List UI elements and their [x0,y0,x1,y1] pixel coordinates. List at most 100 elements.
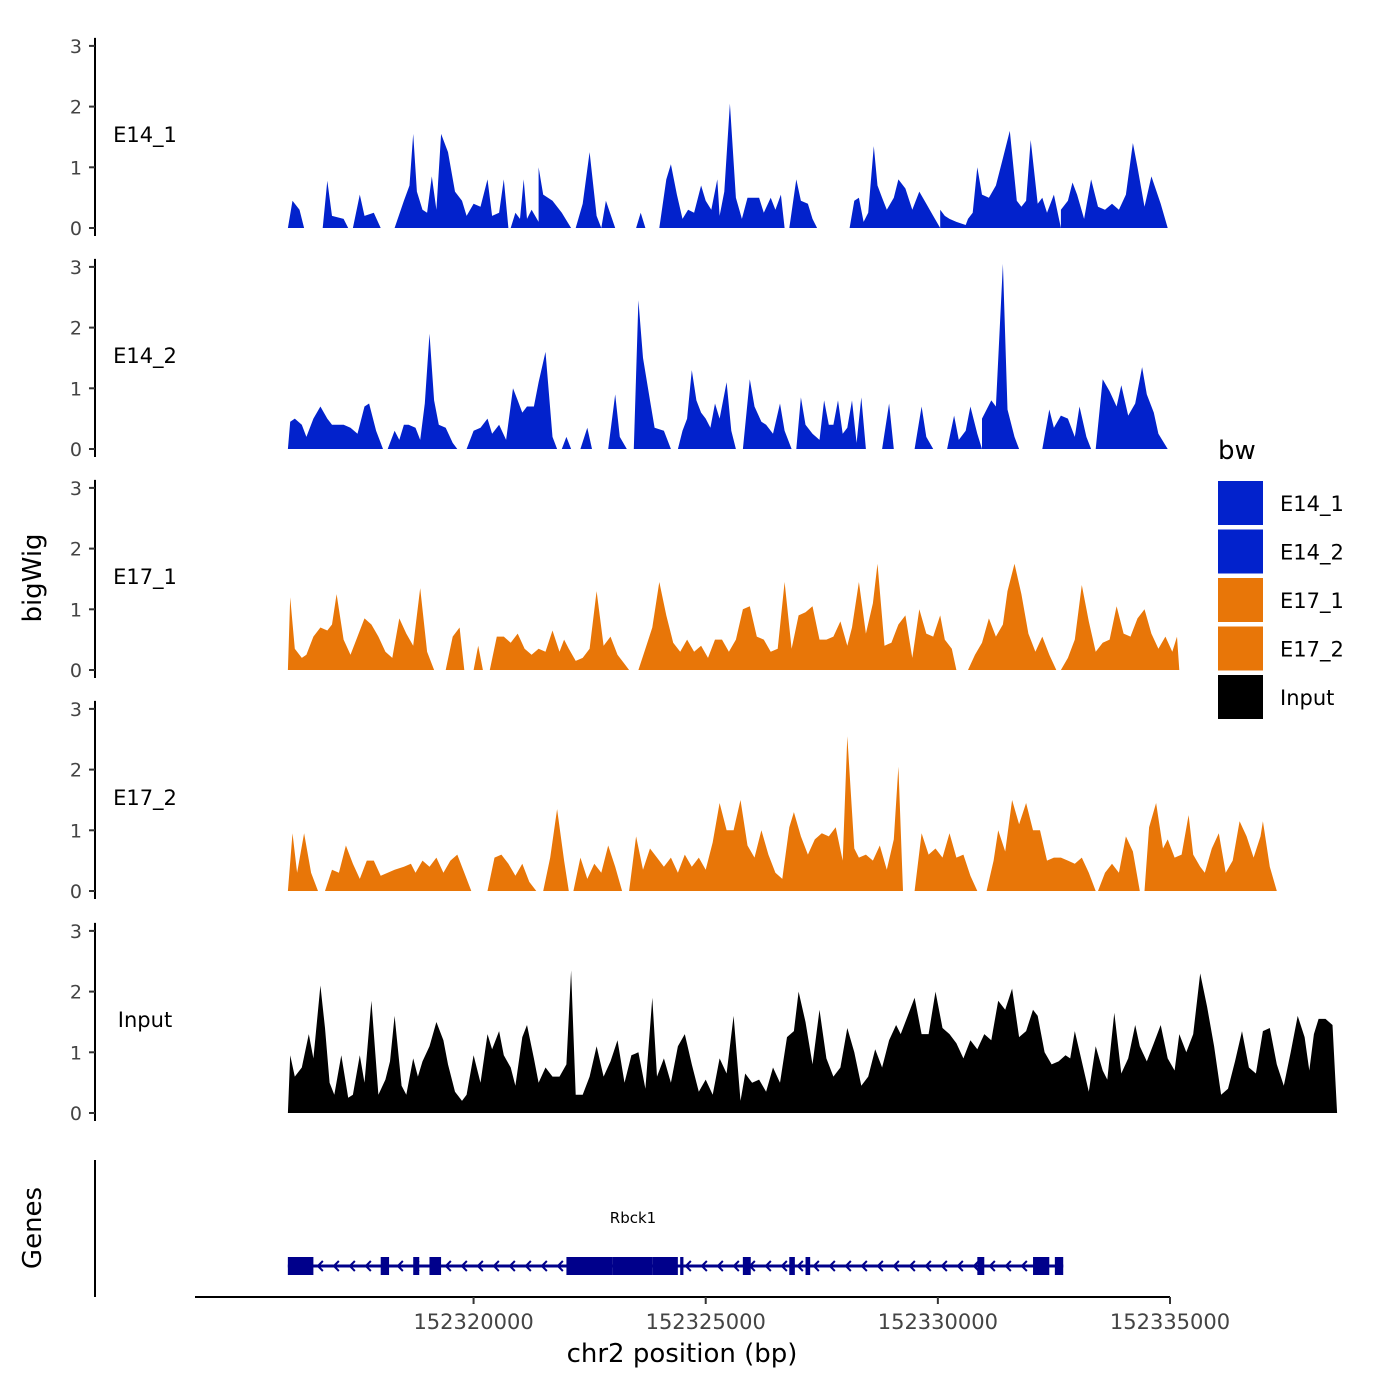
track-label-e17_1: E17_1 [113,565,177,590]
strand-arrow-icon [476,1260,484,1272]
legend: bw E14_1 E14_2 E17_1 E17_2 Input [1218,436,1344,719]
y-tick-label: 2 [70,760,82,782]
genes-panel-label: Genes [18,1187,48,1269]
coverage-area-input [287,970,1338,1113]
legend-swatch [1218,675,1263,719]
coverage-area-e14_2 [287,263,1168,449]
gene-exon [612,1257,653,1275]
legend-swatch [1218,529,1263,574]
y-tick-label: 2 [70,539,82,561]
legend-item-input: Input [1218,675,1334,719]
strand-arrow-icon [540,1260,548,1272]
track-panel-e14_2: 0 1 2 3 E14_2 [70,257,1168,461]
legend-item-e17_2: E17_2 [1218,626,1344,671]
track-label-input: Input [118,1008,172,1032]
y-tick-label: 0 [70,218,82,240]
gene-name-label: Rbck1 [610,1209,656,1227]
strand-arrow-icon [1020,1260,1028,1272]
strand-arrow-icon [348,1260,356,1272]
strand-arrow-icon [988,1260,996,1272]
strand-arrow-icon [556,1260,564,1272]
coverage-area-e17_1 [287,563,1180,670]
legend-swatch [1218,481,1263,525]
gene-exon [805,1257,811,1275]
strand-arrow-icon [908,1260,916,1272]
gene-exon [977,1257,985,1275]
legend-item-e14_2: E14_2 [1218,529,1344,574]
strand-arrow-icon [764,1260,772,1272]
y-tick-label: 0 [70,881,82,903]
strand-arrow-icon [684,1260,692,1272]
gene-exon [413,1257,420,1275]
legend-items: E14_1 E14_2 E17_1 E17_2 Input [1218,481,1344,719]
strand-arrow-icon [700,1260,708,1272]
strand-arrow-icon [844,1260,852,1272]
strand-arrow-icon [732,1260,740,1272]
strand-arrow-icon [524,1260,532,1272]
y-tick-label: 1 [70,157,82,179]
strand-arrow-icon [876,1260,884,1272]
legend-label: Input [1280,686,1334,710]
x-axis-ticks: 152320000 152325000 152330000 152335000 [413,1297,1230,1334]
y-tick-label: 0 [70,439,82,461]
y-tick-label: 1 [70,378,82,400]
gene-exon [742,1257,751,1275]
strand-arrow-icon [508,1260,516,1272]
y-tick-label: 3 [70,478,82,500]
strand-arrow-icon [796,1260,804,1272]
y-tick-label: 3 [70,257,82,279]
coverage-area-e17_2 [287,736,1277,891]
x-tick-label: 152325000 [646,1310,766,1334]
y-tick-label: 0 [70,660,82,682]
track-label-e14_1: E14_1 [113,123,177,148]
gene-model-rbck1[interactable] [287,1257,1064,1275]
y-tick-label: 3 [70,921,82,943]
legend-label: E17_2 [1280,638,1344,663]
strand-arrow-icon [812,1260,820,1272]
x-axis-title: chr2 position (bp) [567,1339,798,1369]
strand-arrow-icon [396,1260,404,1272]
gene-exon [380,1257,390,1275]
strand-arrow-icon [460,1260,468,1272]
gene-exon [1054,1257,1064,1275]
strand-arrow-icon [860,1260,868,1272]
track-panel-e17_1: 0 1 2 3 E17_1 [70,478,1180,682]
x-tick-label: 152330000 [878,1310,998,1334]
y-tick-label: 1 [70,820,82,842]
strand-arrow-icon [780,1260,788,1272]
gene-exon [680,1257,684,1275]
gene-exon [287,1257,314,1275]
gene-exon [566,1257,613,1275]
legend-item-e14_1: E14_1 [1218,481,1344,525]
legend-swatch [1218,626,1263,671]
y-tick-label: 1 [70,599,82,621]
gene-exon [429,1257,442,1275]
track-panel-input: 0 1 2 3 Input [70,921,1338,1125]
y-axis-title: bigWig [18,533,48,622]
genes-panel: Genes Rbck1 [18,1160,1064,1297]
y-tick-label: 2 [70,318,82,340]
legend-label: E14_1 [1280,492,1344,517]
coverage-area-e14_1 [287,103,1168,228]
strand-arrow-icon [1004,1260,1012,1272]
strand-arrow-icon [940,1260,948,1272]
gene-exon [652,1257,678,1275]
strand-arrow-icon [332,1260,340,1272]
strand-arrow-icon [924,1260,932,1272]
x-axis: 152320000 152325000 152330000 152335000 chr… [195,1296,1230,1369]
track-panel-e14_1: 0 1 2 3 E14_1 [70,36,1168,240]
y-tick-label: 3 [70,36,82,58]
y-tick-label: 2 [70,982,82,1004]
x-tick-label: 152320000 [413,1310,533,1334]
legend-item-e17_1: E17_1 [1218,578,1344,622]
strand-arrow-icon [972,1260,980,1272]
strand-arrow-icon [716,1260,724,1272]
strand-arrow-icon [956,1260,964,1272]
legend-label: E14_2 [1280,541,1344,566]
strand-arrow-icon [316,1260,324,1272]
track-panels: 0 1 2 3 E14_1 0 1 2 3 E14_2 0 1 2 3 E17_1 0 1 2 3 E17_2 0 1 2 3… [70,36,1338,1125]
gene-exon [1033,1257,1050,1275]
strand-arrow-icon [364,1260,372,1272]
strand-arrow-icon [828,1260,836,1272]
